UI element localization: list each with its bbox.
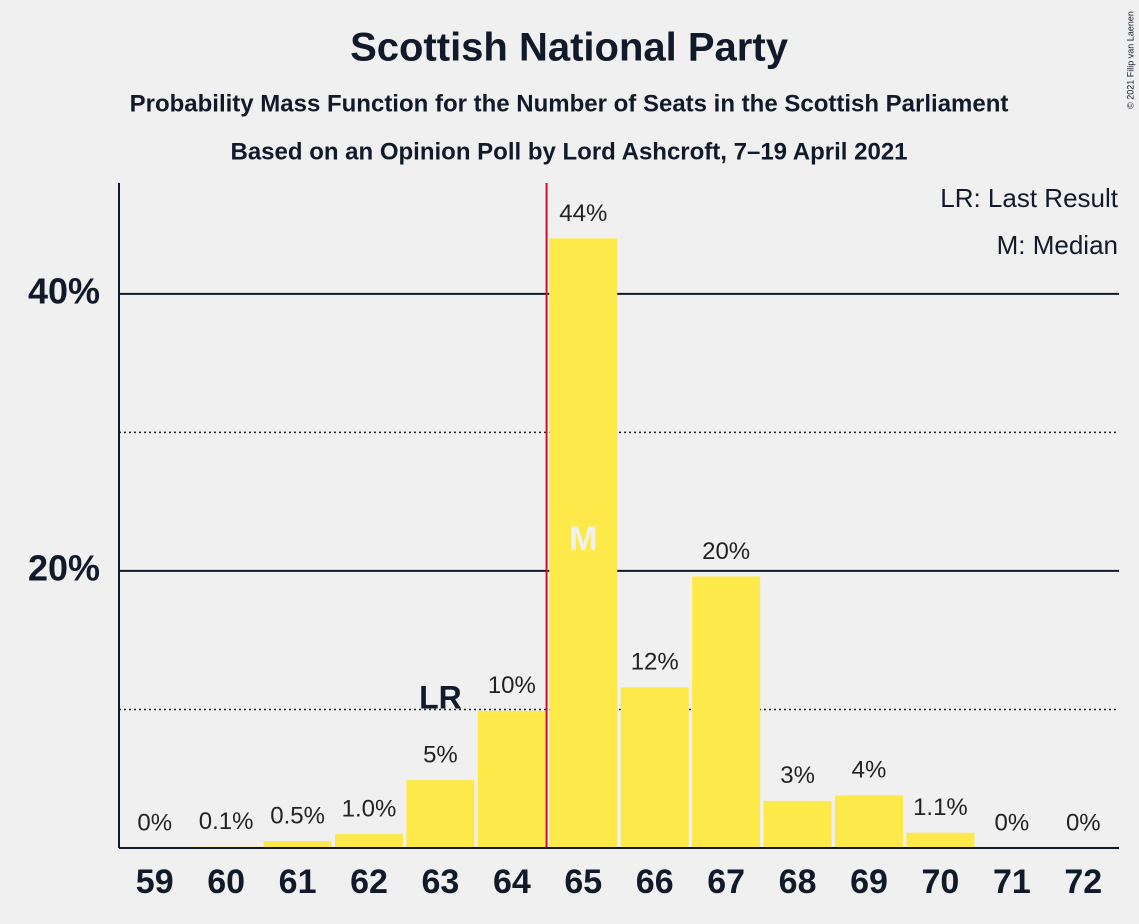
- x-tick-label: 71: [993, 863, 1031, 901]
- x-tick-label: 60: [207, 863, 245, 901]
- y-tick-label: 20%: [28, 547, 100, 588]
- bar: [763, 800, 832, 848]
- legend-entry: LR: Last Result: [940, 183, 1119, 213]
- x-tick-label: 63: [422, 863, 460, 901]
- x-tick-label: 68: [779, 863, 817, 901]
- bar: [263, 841, 332, 848]
- data-label: 44%: [559, 200, 607, 227]
- x-tick-label: 65: [564, 863, 602, 901]
- data-label: 0.1%: [199, 808, 254, 835]
- bar: [906, 832, 975, 848]
- data-label: 0.5%: [270, 802, 325, 829]
- data-label: 12%: [631, 649, 679, 676]
- y-tick-label: 40%: [28, 270, 100, 311]
- x-tick-label: 64: [493, 863, 531, 901]
- bar: [692, 576, 761, 848]
- data-label: 5%: [423, 741, 458, 768]
- data-label: 1.1%: [913, 794, 968, 821]
- x-tick-label: 62: [350, 863, 388, 901]
- bar: [549, 238, 618, 848]
- x-tick-label: 72: [1064, 863, 1102, 901]
- x-tick-label: 67: [707, 863, 745, 901]
- bar: [477, 710, 546, 848]
- x-tick-label: 70: [922, 863, 960, 901]
- data-label: 3%: [780, 762, 815, 789]
- x-tick-label: 61: [279, 863, 317, 901]
- data-label: 4%: [852, 757, 887, 784]
- data-label: 10%: [488, 672, 536, 699]
- data-label: 0%: [1066, 809, 1101, 836]
- legend-entry: M: Median: [997, 230, 1118, 260]
- data-label: 0%: [995, 809, 1030, 836]
- bar: [835, 795, 903, 848]
- bar: [335, 834, 403, 848]
- median-marker: M: [569, 520, 597, 558]
- last-result-marker: LR: [419, 680, 462, 716]
- bar: [406, 780, 475, 848]
- x-tick-label: 66: [636, 863, 674, 901]
- copyright: © 2021 Filip van Laenen: [1125, 11, 1135, 109]
- chart-subtitle: Probability Mass Function for the Number…: [130, 90, 1009, 117]
- bar: [620, 687, 689, 848]
- chart-subtitle: Based on an Opinion Poll by Lord Ashcrof…: [230, 138, 907, 165]
- x-tick-label: 59: [136, 863, 174, 901]
- data-label: 20%: [702, 538, 750, 565]
- data-label: 1.0%: [342, 795, 397, 822]
- data-label: 0%: [137, 809, 172, 836]
- chart-title: Scottish National Party: [350, 26, 789, 70]
- x-tick-label: 69: [850, 863, 888, 901]
